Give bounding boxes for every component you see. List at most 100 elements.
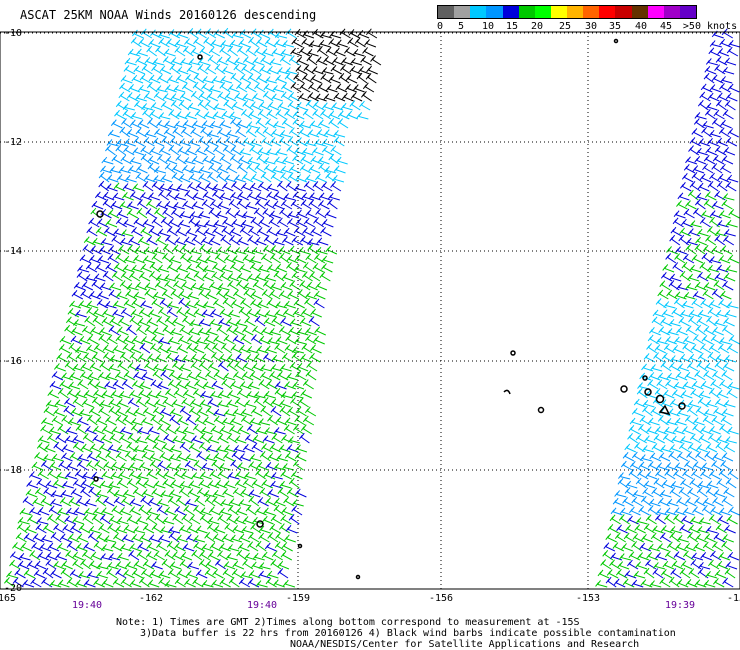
wind-barb	[305, 370, 317, 381]
wind-barb	[244, 316, 256, 327]
wind-barb	[649, 452, 662, 462]
wind-barb	[705, 146, 718, 156]
wind-barb	[160, 101, 173, 111]
wind-barb	[193, 542, 205, 552]
wind-barb	[17, 560, 30, 570]
wind-barb	[193, 308, 206, 318]
wind-barb	[178, 290, 190, 300]
wind-barb	[269, 137, 282, 147]
wind-barb	[280, 282, 293, 291]
wind-barb	[135, 478, 147, 489]
wind-barb	[691, 254, 704, 264]
wind-barb	[288, 477, 300, 489]
wind-barb	[695, 236, 707, 246]
wind-barb	[296, 137, 308, 147]
wind-barb	[74, 309, 87, 318]
wind-barb	[116, 174, 129, 183]
wind-barb	[145, 514, 157, 525]
wind-barb	[115, 291, 128, 300]
wind-barb	[148, 74, 161, 84]
wind-barb	[269, 523, 281, 534]
wind-barb	[107, 209, 120, 219]
wind-barb	[282, 579, 296, 588]
wind-barb	[718, 210, 731, 219]
island	[256, 520, 264, 528]
wind-barb	[121, 118, 133, 129]
wind-barb	[699, 91, 711, 102]
wind-barb	[269, 253, 281, 264]
wind-barb	[113, 262, 126, 273]
wind-barb	[286, 218, 299, 228]
wind-barb	[712, 154, 725, 165]
wind-barb	[113, 182, 126, 192]
wind-barb	[352, 84, 365, 93]
wind-barb	[139, 73, 151, 84]
wind-barb	[115, 334, 127, 345]
wind-barb	[168, 453, 181, 462]
wind-barb	[687, 399, 700, 408]
wind-barb	[666, 372, 679, 381]
longitude-label: -153	[576, 593, 600, 604]
wind-barb	[184, 111, 197, 120]
wind-barb	[119, 426, 132, 435]
wind-barb	[288, 513, 300, 525]
wind-barb	[228, 199, 240, 210]
wind-barb	[94, 191, 107, 201]
wind-barb	[191, 201, 204, 210]
wind-barb	[679, 227, 691, 237]
wind-barb	[119, 201, 132, 210]
wind-barb	[167, 379, 180, 390]
colorbar-swatch	[534, 6, 551, 18]
wind-barb	[318, 200, 330, 210]
wind-barb	[345, 84, 357, 93]
wind-barb	[723, 487, 735, 498]
wind-barb	[642, 405, 653, 417]
wind-barb	[158, 37, 170, 48]
wind-barb	[37, 435, 50, 444]
wind-barb	[324, 166, 337, 174]
island	[355, 574, 361, 580]
wind-barb	[680, 182, 692, 192]
wind-barb	[207, 480, 220, 489]
wind-barb	[191, 472, 204, 480]
wind-barb	[60, 489, 73, 498]
wind-barb	[267, 489, 279, 498]
wind-barb	[164, 120, 177, 129]
wind-barb	[63, 405, 75, 417]
wind-barb	[19, 508, 32, 516]
wind-barb	[70, 326, 83, 336]
wind-barb	[697, 352, 710, 363]
wind-barb	[275, 453, 289, 462]
wind-barb	[727, 551, 740, 561]
wind-barb	[295, 102, 308, 111]
wind-barb	[203, 335, 216, 345]
wind-barb	[31, 461, 44, 471]
wind-barb	[254, 163, 266, 174]
wind-barb	[131, 568, 144, 579]
wind-barb	[286, 262, 298, 273]
wind-barb	[235, 353, 248, 363]
wind-barb	[223, 480, 236, 489]
wind-barb	[181, 281, 193, 291]
wind-barb	[126, 478, 138, 489]
wind-barb	[100, 507, 113, 516]
wind-barb	[197, 99, 209, 111]
wind-barb	[169, 136, 181, 147]
wind-barb	[253, 207, 265, 219]
wind-barb	[151, 253, 163, 264]
colorbar-label: 45	[659, 21, 673, 32]
wind-barb	[161, 443, 173, 453]
wind-barb	[287, 172, 299, 183]
wind-barb	[726, 46, 739, 57]
wind-barb	[295, 406, 307, 417]
wind-barb	[606, 569, 619, 579]
wind-barb	[185, 146, 197, 156]
wind-barb	[145, 208, 157, 219]
longitude-label: -159	[286, 593, 310, 604]
wind-barb	[157, 264, 170, 273]
colorbar-label: 15	[505, 21, 519, 32]
colorbar-swatch	[550, 6, 567, 18]
wind-barb	[151, 217, 163, 228]
wind-barb	[174, 39, 187, 48]
wind-barb	[637, 469, 649, 480]
